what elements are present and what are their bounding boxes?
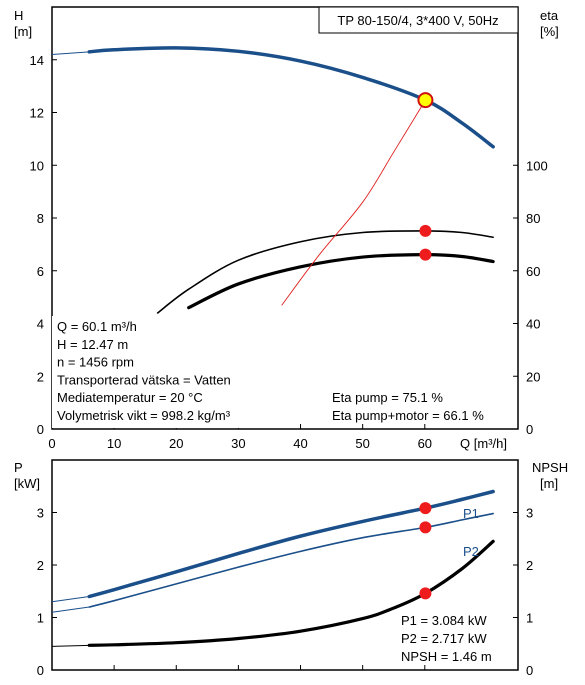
top-y-left-label: H	[14, 8, 23, 23]
top-series	[51, 46, 495, 314]
bottom-info-line: P1 = 3.084 kW	[401, 613, 487, 628]
info-right: Eta pump = 75.1 % Eta pump+motor = 66.1 %	[332, 390, 484, 423]
npsh-curve-stub	[51, 644, 90, 647]
eta-pump-motor-curve	[187, 253, 495, 310]
top-y-right-tick-label: 100	[526, 158, 548, 173]
bottom-info: P1 = 3.084 kW P2 = 2.717 kW NPSH = 1.46 m	[401, 613, 492, 664]
info-left-line: Transporterad vätska = Vatten	[57, 372, 231, 387]
bottom-info-line: NPSH = 1.46 m	[401, 649, 492, 664]
bottom-series	[51, 489, 495, 647]
bottom-y-right-tick-label: 2	[526, 558, 533, 573]
top-y-right-tick-label: 40	[526, 317, 540, 332]
npsh-curve	[87, 539, 495, 647]
top-y-right-tick-label: 80	[526, 211, 540, 226]
operating-point-marker	[419, 521, 432, 534]
top-y-left-tick-label: 14	[30, 53, 44, 68]
top-x-tick-label: 30	[231, 436, 245, 451]
info-box	[52, 316, 266, 428]
top-y-right-tick-label: 20	[526, 369, 540, 384]
top-x-tick-label: 50	[355, 436, 369, 451]
info-right-line: Eta pump+motor = 66.1 %	[332, 408, 484, 423]
info-left-line: Volymetrisk vikt = 998.2 kg/m³	[57, 408, 231, 423]
top-y-right-label: eta	[540, 8, 559, 23]
top-x-label: Q [m³/h]	[460, 436, 507, 451]
top-x-tick-label: 10	[107, 436, 121, 451]
bottom-y-left-label: P	[14, 460, 23, 475]
bottom-info-line: P2 = 2.717 kW	[401, 631, 487, 646]
eta-point-marker	[419, 224, 432, 237]
eta-pump-curve	[156, 230, 494, 314]
bottom-y-right-tick-label: 3	[526, 506, 533, 521]
bottom-y-left-tick-label: 3	[37, 506, 44, 521]
info-left-line: Mediatemperatur = 20 °C	[57, 390, 203, 405]
bottom-y-right-label: NPSH	[532, 460, 568, 475]
series-label-p1: P1	[463, 506, 479, 521]
bottom-points	[419, 502, 432, 600]
top-x-tick-label: 20	[169, 436, 183, 451]
bottom-y-left-tick-label: 0	[37, 663, 44, 678]
bottom-y-right-unit: [m]	[540, 476, 558, 491]
bottom-y-left-tick-label: 1	[37, 611, 44, 626]
top-x-tick-label: 0	[48, 436, 55, 451]
info-right-line: Eta pump = 75.1 %	[332, 390, 443, 405]
operating-point-marker	[419, 587, 432, 600]
bottom-ticks: 0 1 2 3 0 1 2 3	[37, 506, 533, 679]
top-y-left-unit: [m]	[14, 24, 32, 39]
top-y-left-tick-label: 12	[30, 106, 44, 121]
top-y-right-unit: [%]	[540, 24, 559, 39]
top-x-tick-label: 40	[293, 436, 307, 451]
top-y-left-tick-label: 4	[37, 317, 44, 332]
bottom-y-left-tick-label: 2	[37, 558, 44, 573]
head-curve-stub	[51, 51, 90, 55]
bottom-y-right-tick-label: 0	[526, 663, 533, 678]
operating-point-marker	[419, 502, 432, 515]
p1-curve-stub	[51, 596, 90, 603]
top-y-left-tick-label: 10	[30, 158, 44, 173]
top-y-left-tick-label: 2	[37, 369, 44, 384]
p2-curve-stub	[51, 606, 90, 613]
info-left-line: Q = 60.1 m³/h	[57, 319, 137, 334]
duty-point-marker	[417, 92, 434, 109]
top-y-left-tick-label: 0	[37, 422, 44, 437]
bottom-y-left-unit: [kW]	[14, 476, 40, 491]
bottom-y-right-tick-label: 1	[526, 611, 533, 626]
top-y-right-tick-label: 0	[526, 422, 533, 437]
top-x-tick-label: 60	[418, 436, 432, 451]
bottom-series-labels: P1 P2	[463, 506, 479, 559]
head-curve	[87, 46, 495, 149]
title-box	[318, 6, 519, 34]
info-left: Q = 60.1 m³/h H = 12.47 m n = 1456 rpm Tran…	[57, 319, 231, 423]
series-label-p2: P2	[463, 544, 479, 559]
p1-curve	[87, 489, 495, 599]
info-left-line: H = 12.47 m	[57, 337, 128, 352]
top-y-left-tick-label: 6	[37, 264, 44, 279]
info-left-line: n = 1456 rpm	[57, 355, 134, 370]
system-curve	[281, 99, 426, 306]
top-ticks: 0 10 20 30 40 50 60 0 2 4 6 8 10 12 14 0 20 40 60 80 100	[30, 53, 548, 451]
top-y-left-tick-label: 8	[37, 211, 44, 226]
chart-title: TP 80-150/4, 3*400 V, 50Hz	[337, 13, 498, 28]
top-points	[417, 92, 434, 261]
p2-curve	[88, 512, 494, 608]
eta-point-marker	[419, 248, 432, 261]
top-y-right-tick-label: 60	[526, 264, 540, 279]
